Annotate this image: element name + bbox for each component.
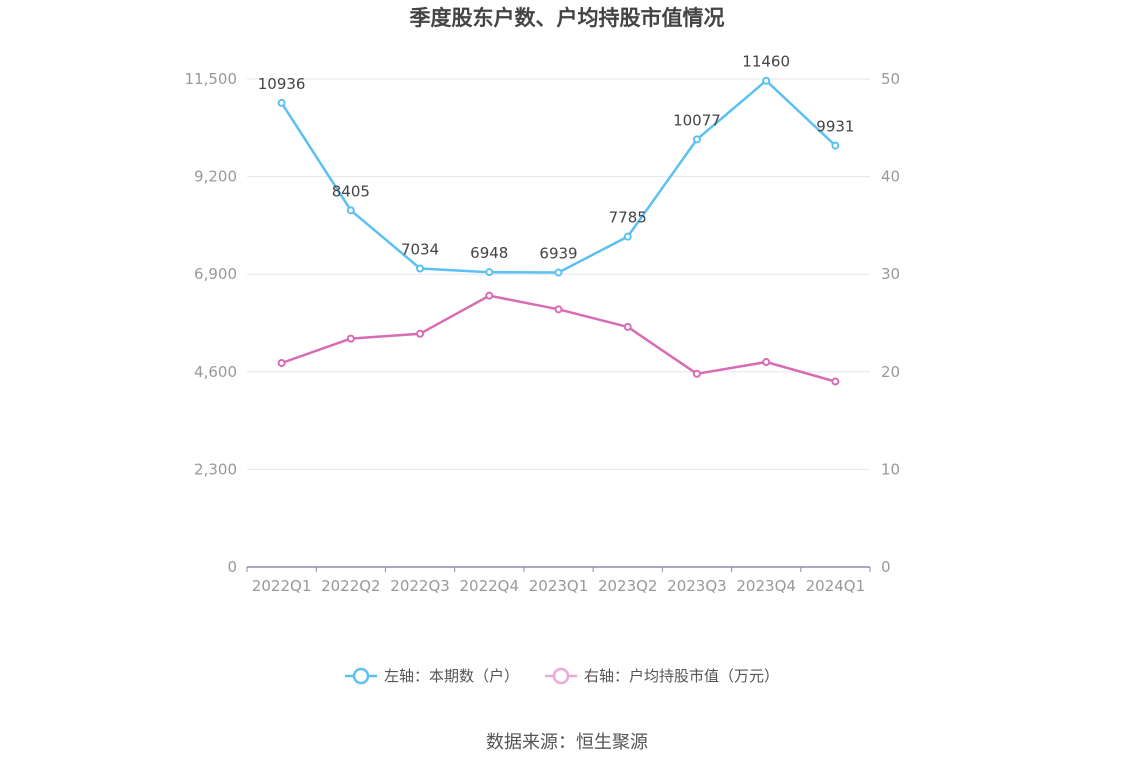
series-layer: 10936 8405 7034 6948 6939 7785 10077 11460 9931 [258, 53, 854, 386]
x-tick-label: 2024Q1 [806, 577, 866, 595]
data-label: 10077 [673, 111, 721, 129]
legend-label: 左轴：本期数（户） [384, 667, 519, 685]
data-label: 8405 [332, 182, 370, 200]
y-left-tick-label: 6,900 [194, 265, 237, 283]
y-left-tick-label: 4,600 [194, 363, 237, 381]
x-tick-label: 2023Q4 [736, 577, 796, 595]
data-point [692, 135, 701, 144]
data-point [762, 76, 771, 85]
data-point [416, 329, 425, 338]
data-point [277, 359, 286, 368]
data-label: 10936 [258, 75, 306, 93]
y-right-tick-label: 50 [881, 70, 900, 88]
data-point [485, 268, 494, 277]
data-label: 6939 [539, 245, 577, 263]
x-tick-label: 2022Q1 [252, 577, 312, 595]
legend-item-shareholder-count[interactable]: 左轴：本期数（户） [345, 667, 519, 685]
data-point [692, 369, 701, 378]
data-point [831, 377, 840, 386]
data-label: 11460 [742, 53, 790, 71]
y-left-tick-label: 9,200 [194, 168, 237, 186]
data-label: 7785 [609, 209, 647, 227]
y-right-tick-label: 0 [881, 558, 891, 576]
y-left-tick-label: 2,300 [194, 460, 237, 478]
x-tick-label: 2022Q4 [460, 577, 520, 595]
data-point [623, 232, 632, 241]
data-point [277, 98, 286, 107]
axes: 0 2,300 4,600 6,900 9,200 11,500 0 10 20 30 40 50 20… [185, 70, 901, 595]
x-tick-label: 2022Q3 [390, 577, 450, 595]
data-point [831, 141, 840, 150]
data-point [416, 264, 425, 273]
data-point [762, 358, 771, 367]
data-point [346, 206, 355, 215]
legend-item-avg-holding-value[interactable]: 右轴：户均持股市值（万元） [545, 667, 779, 685]
x-tick-label: 2022Q2 [321, 577, 381, 595]
data-point [346, 334, 355, 343]
data-label: 7034 [401, 241, 439, 259]
legend-marker-icon [552, 667, 570, 685]
x-tick-label: 2023Q2 [598, 577, 658, 595]
data-point [554, 305, 563, 314]
x-tick-label: 2023Q3 [667, 577, 727, 595]
data-label: 6948 [470, 244, 508, 262]
chart-title: 季度股东户数、户均持股市值情况 [410, 6, 725, 30]
data-point [623, 322, 632, 331]
x-tick-label: 2023Q1 [529, 577, 589, 595]
series-shareholder-count: 10936 8405 7034 6948 6939 7785 10077 11460 9931 [258, 53, 854, 277]
y-left-tick-label: 0 [227, 558, 237, 576]
y-right-tick-label: 10 [881, 460, 900, 478]
legend-marker-icon [352, 667, 370, 685]
y-left-tick-label: 11,500 [185, 70, 238, 88]
series-avg-holding-value [277, 291, 840, 386]
data-source: 数据来源：恒生聚源 [486, 732, 648, 753]
data-label: 9931 [816, 118, 854, 136]
data-point [485, 291, 494, 300]
y-right-tick-label: 20 [881, 363, 900, 381]
y-right-tick-label: 40 [881, 168, 900, 186]
y-right-tick-label: 30 [881, 265, 900, 283]
legend[interactable]: 左轴：本期数（户） 右轴：户均持股市值（万元） [345, 667, 779, 685]
data-point [554, 268, 563, 277]
legend-label: 右轴：户均持股市值（万元） [584, 667, 779, 685]
